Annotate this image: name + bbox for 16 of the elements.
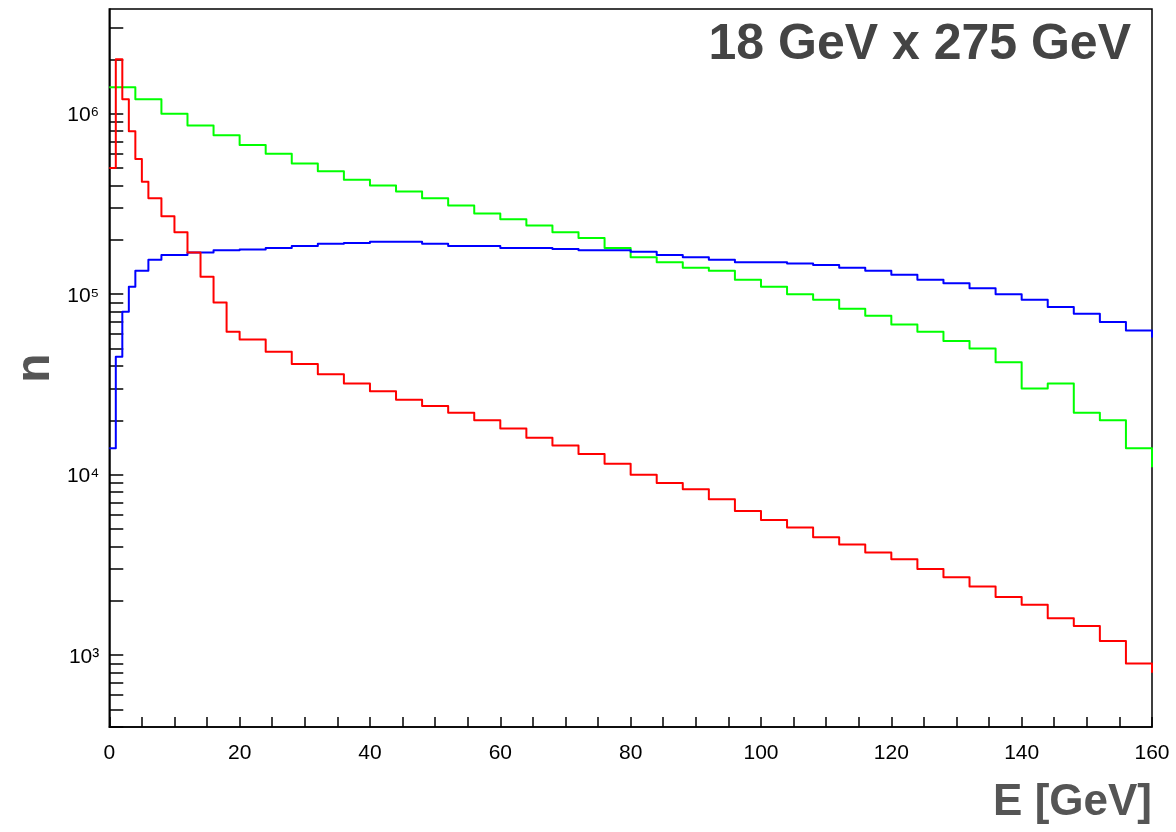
x-tick-label: 60 xyxy=(488,740,512,763)
x-tick-label: 160 xyxy=(1134,740,1170,763)
x-tick-label: 20 xyxy=(227,740,252,763)
chart-title: 18 GeV x 275 GeV xyxy=(708,14,1132,70)
x-axis-title: E [GeV] xyxy=(993,774,1152,824)
x-tick-label: 100 xyxy=(743,740,779,763)
y-tick-label: 10³ xyxy=(68,643,100,667)
x-tick-label: 80 xyxy=(618,740,643,763)
x-tick-label: 140 xyxy=(1004,740,1040,763)
y-tick-label: 10⁵ xyxy=(67,282,100,306)
x-tick-label: 40 xyxy=(358,740,382,763)
y-axis-title: n xyxy=(5,353,59,383)
x-tick-label: 120 xyxy=(873,740,909,763)
y-tick-label: 10⁶ xyxy=(67,102,100,126)
x-tick-label: 0 xyxy=(103,740,116,763)
y-tick-label: 10⁴ xyxy=(66,463,100,487)
